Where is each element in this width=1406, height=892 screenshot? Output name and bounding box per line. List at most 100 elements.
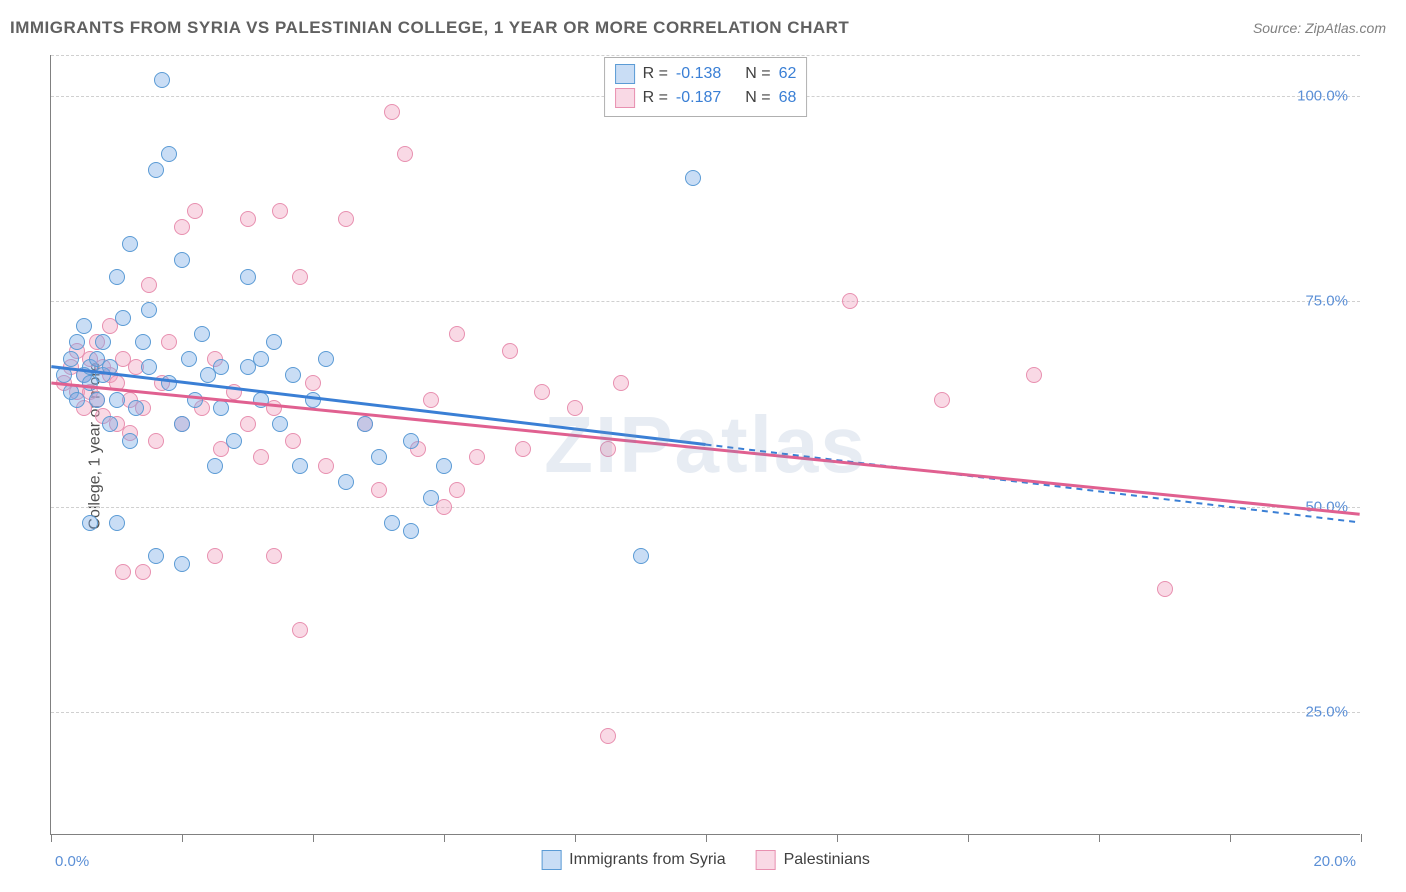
scatter-point-pink xyxy=(449,482,465,498)
scatter-point-pink xyxy=(600,728,616,744)
scatter-point-blue xyxy=(318,351,334,367)
y-tick-label: 100.0% xyxy=(1297,88,1348,105)
scatter-point-pink xyxy=(292,622,308,638)
scatter-point-pink xyxy=(161,334,177,350)
scatter-point-pink xyxy=(469,449,485,465)
scatter-point-pink xyxy=(226,384,242,400)
scatter-point-pink xyxy=(135,564,151,580)
x-tick xyxy=(575,834,576,842)
scatter-point-blue xyxy=(266,334,282,350)
watermark: ZIPatlas xyxy=(544,399,867,491)
scatter-point-blue xyxy=(403,433,419,449)
y-tick-label: 25.0% xyxy=(1305,703,1348,720)
gridline-h xyxy=(51,507,1360,508)
scatter-point-blue xyxy=(685,170,701,186)
y-tick-label: 75.0% xyxy=(1305,293,1348,310)
scatter-point-blue xyxy=(109,392,125,408)
scatter-point-pink xyxy=(384,104,400,120)
scatter-point-pink xyxy=(371,482,387,498)
scatter-point-blue xyxy=(82,515,98,531)
plot-area: ZIPatlas R =-0.138N =62R =-0.187N =68 Im… xyxy=(50,55,1360,835)
scatter-point-pink xyxy=(240,211,256,227)
scatter-point-pink xyxy=(423,392,439,408)
legend-swatch xyxy=(541,850,561,870)
legend-r-label: R = xyxy=(643,89,668,107)
scatter-point-blue xyxy=(174,252,190,268)
x-tick xyxy=(1099,834,1100,842)
scatter-point-blue xyxy=(423,490,439,506)
legend-n-value: 62 xyxy=(779,65,797,83)
scatter-point-blue xyxy=(436,458,452,474)
scatter-point-pink xyxy=(449,326,465,342)
scatter-point-pink xyxy=(1026,367,1042,383)
scatter-point-pink xyxy=(397,146,413,162)
scatter-point-blue xyxy=(403,523,419,539)
scatter-point-pink xyxy=(338,211,354,227)
scatter-point-pink xyxy=(174,219,190,235)
scatter-point-pink xyxy=(148,433,164,449)
scatter-point-pink xyxy=(613,375,629,391)
scatter-point-blue xyxy=(76,318,92,334)
x-tick xyxy=(51,834,52,842)
scatter-point-blue xyxy=(292,458,308,474)
regression-lines xyxy=(51,55,1360,834)
scatter-point-blue xyxy=(633,548,649,564)
legend-r-label: R = xyxy=(643,65,668,83)
scatter-point-pink xyxy=(1157,581,1173,597)
scatter-point-pink xyxy=(240,416,256,432)
y-tick-label: 50.0% xyxy=(1305,498,1348,515)
scatter-point-pink xyxy=(207,548,223,564)
scatter-point-pink xyxy=(305,375,321,391)
scatter-point-pink xyxy=(285,433,301,449)
scatter-point-pink xyxy=(318,458,334,474)
scatter-point-pink xyxy=(502,343,518,359)
scatter-point-blue xyxy=(253,351,269,367)
scatter-point-blue xyxy=(207,458,223,474)
x-tick xyxy=(313,834,314,842)
scatter-point-blue xyxy=(174,556,190,572)
legend-series-item: Immigrants from Syria xyxy=(541,850,725,870)
scatter-point-blue xyxy=(148,162,164,178)
scatter-point-blue xyxy=(272,416,288,432)
scatter-point-pink xyxy=(292,269,308,285)
scatter-point-blue xyxy=(161,375,177,391)
gridline-h xyxy=(51,301,1360,302)
x-tick xyxy=(706,834,707,842)
scatter-point-blue xyxy=(102,359,118,375)
scatter-point-blue xyxy=(109,515,125,531)
x-tick xyxy=(182,834,183,842)
legend-stats-row: R =-0.187N =68 xyxy=(615,86,797,110)
x-tick xyxy=(1361,834,1362,842)
scatter-point-blue xyxy=(109,269,125,285)
scatter-point-pink xyxy=(515,441,531,457)
scatter-point-pink xyxy=(115,564,131,580)
scatter-point-blue xyxy=(174,416,190,432)
scatter-point-blue xyxy=(338,474,354,490)
scatter-point-blue xyxy=(69,392,85,408)
scatter-point-pink xyxy=(187,203,203,219)
scatter-point-blue xyxy=(384,515,400,531)
x-tick xyxy=(968,834,969,842)
scatter-point-blue xyxy=(89,392,105,408)
legend-series-label: Palestinians xyxy=(784,851,870,869)
x-tick xyxy=(837,834,838,842)
scatter-point-blue xyxy=(253,392,269,408)
legend-stats: R =-0.138N =62R =-0.187N =68 xyxy=(604,57,808,117)
chart-title: IMMIGRANTS FROM SYRIA VS PALESTINIAN COL… xyxy=(10,18,849,38)
scatter-point-pink xyxy=(266,548,282,564)
scatter-point-blue xyxy=(135,334,151,350)
legend-r-value: -0.187 xyxy=(676,89,721,107)
scatter-point-blue xyxy=(122,433,138,449)
legend-stats-row: R =-0.138N =62 xyxy=(615,62,797,86)
scatter-point-blue xyxy=(95,334,111,350)
source-attribution: Source: ZipAtlas.com xyxy=(1253,20,1386,36)
gridline-h xyxy=(51,712,1360,713)
scatter-point-blue xyxy=(226,433,242,449)
scatter-point-pink xyxy=(253,449,269,465)
scatter-point-blue xyxy=(115,310,131,326)
legend-series-label: Immigrants from Syria xyxy=(569,851,725,869)
scatter-point-blue xyxy=(213,359,229,375)
legend-series: Immigrants from Syria Palestinians xyxy=(541,850,870,870)
scatter-point-pink xyxy=(534,384,550,400)
scatter-point-blue xyxy=(141,302,157,318)
